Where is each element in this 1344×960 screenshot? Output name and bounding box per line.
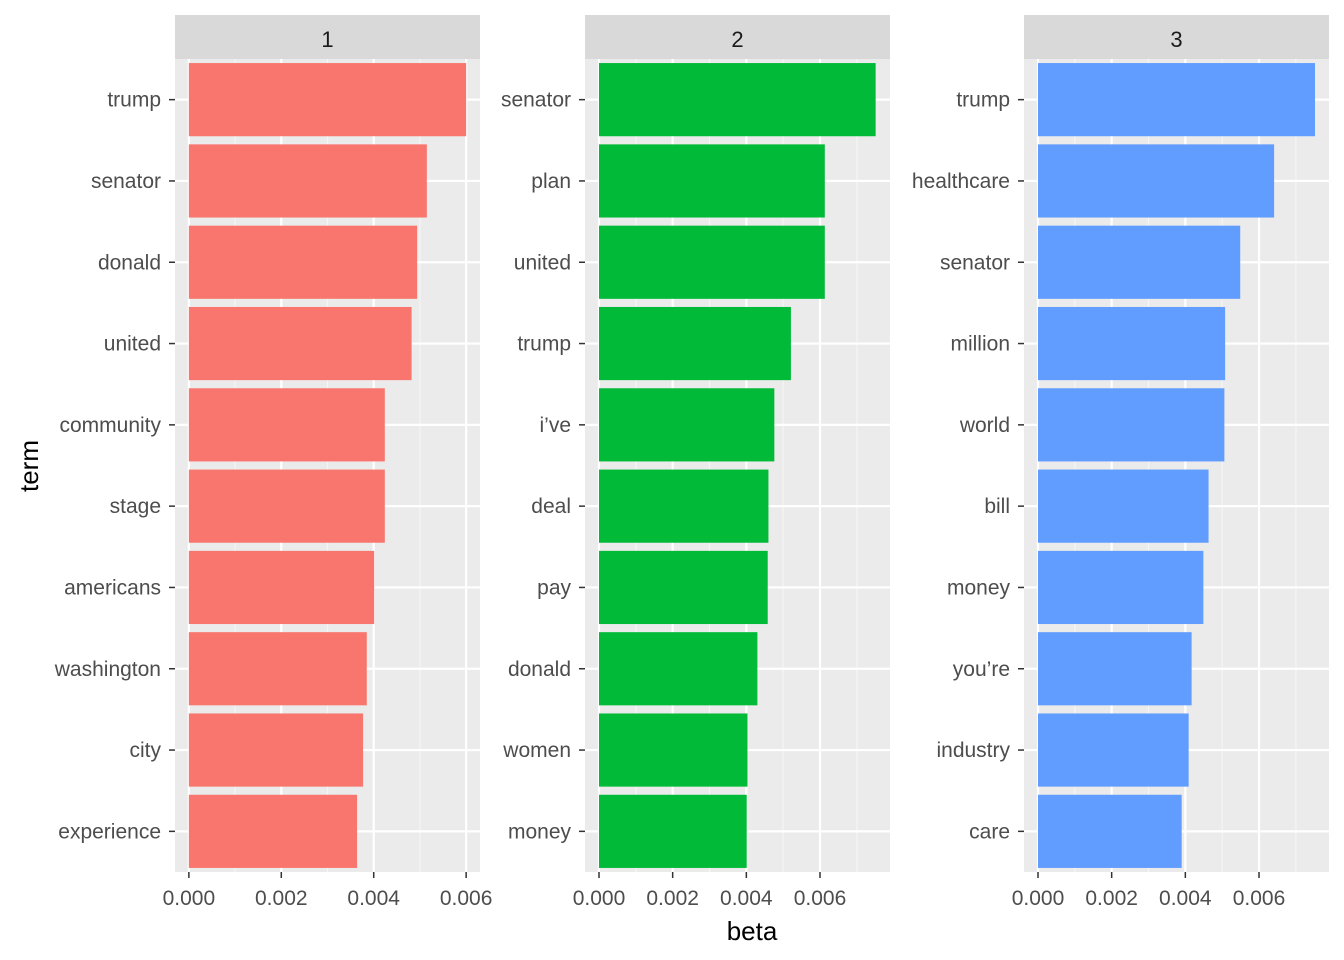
y-tick-label: i’ve — [539, 414, 571, 437]
bar-pay — [598, 550, 768, 625]
y-tick-label: trump — [107, 89, 161, 112]
y-tick-label: plan — [531, 170, 571, 193]
x-axis-title: beta — [727, 916, 778, 946]
x-tick-label: 0.000 — [573, 887, 626, 910]
facet-label: 2 — [731, 27, 743, 52]
bar-million — [1037, 306, 1226, 381]
facet-strip — [175, 15, 480, 59]
y-tick-label: donald — [508, 658, 571, 681]
x-tick-label: 0.004 — [1159, 887, 1212, 910]
bar-trump — [188, 63, 467, 137]
bar-deal — [598, 469, 769, 543]
bar-senator — [188, 144, 427, 218]
y-tick-label: senator — [940, 251, 1010, 274]
y-tick-label: you’re — [953, 658, 1010, 681]
bar-washington — [188, 632, 367, 706]
x-tick-label: 0.002 — [255, 887, 308, 910]
y-tick-label: stage — [110, 495, 161, 518]
x-tick-label: 0.002 — [1085, 887, 1138, 910]
x-tick-label: 0.006 — [794, 887, 847, 910]
y-tick-label: money — [947, 576, 1011, 599]
y-tick-label: experience — [58, 820, 161, 843]
bar-senator — [1037, 225, 1241, 299]
bar-community — [188, 388, 385, 462]
x-tick-label: 0.002 — [646, 887, 699, 910]
y-tick-label: senator — [501, 89, 571, 112]
facet-label: 1 — [321, 27, 333, 52]
y-tick-label: city — [130, 739, 162, 762]
x-tick-label: 0.000 — [1012, 887, 1065, 910]
y-tick-label: pay — [537, 576, 571, 599]
y-tick-label: industry — [936, 739, 1010, 762]
bar-world — [1037, 388, 1225, 462]
bar-stage — [188, 469, 385, 543]
bar-senator — [598, 63, 876, 137]
y-tick-label: community — [59, 414, 161, 437]
y-tick-label: care — [969, 820, 1010, 843]
y-tick-label: million — [950, 333, 1010, 356]
bar-donald — [188, 225, 418, 299]
bar-united — [188, 306, 412, 381]
bar-donald — [598, 632, 758, 706]
bar-women — [598, 713, 748, 787]
y-tick-label: money — [508, 820, 572, 843]
bar-americans — [188, 550, 375, 625]
facet-strip — [1024, 15, 1329, 59]
y-axis-title: term — [14, 440, 44, 492]
y-tick-label: trump — [517, 333, 571, 356]
y-tick-label: world — [959, 414, 1010, 437]
x-tick-label: 0.000 — [163, 887, 216, 910]
x-tick-label: 0.004 — [347, 887, 400, 910]
y-tick-label: deal — [531, 495, 571, 518]
bar-trump — [598, 306, 791, 381]
bar-city — [188, 713, 364, 787]
facet-strip — [585, 15, 890, 59]
y-tick-label: united — [514, 251, 571, 274]
bar-money — [1037, 550, 1204, 625]
x-tick-label: 0.006 — [440, 887, 493, 910]
y-tick-label: women — [502, 739, 571, 762]
facet-label: 3 — [1170, 27, 1182, 52]
y-tick-label: bill — [984, 495, 1010, 518]
bar-money — [598, 794, 747, 868]
bar-industry — [1037, 713, 1189, 787]
y-tick-label: trump — [956, 89, 1010, 112]
bar-experience — [188, 794, 358, 868]
bar-bill — [1037, 469, 1209, 543]
y-tick-label: healthcare — [912, 170, 1010, 193]
bar-healthcare — [1037, 144, 1275, 218]
bar-care — [1037, 794, 1182, 868]
y-tick-label: united — [104, 333, 161, 356]
y-tick-label: americans — [64, 576, 161, 599]
y-tick-label: donald — [98, 251, 161, 274]
bar-plan — [598, 144, 825, 218]
bar-united — [598, 225, 825, 299]
y-tick-label: washington — [54, 658, 161, 681]
x-tick-label: 0.004 — [720, 887, 773, 910]
bar-i’ve — [598, 388, 775, 462]
bar-you’re — [1037, 632, 1192, 706]
bar-trump — [1037, 63, 1316, 137]
x-tick-label: 0.006 — [1233, 887, 1286, 910]
y-tick-label: senator — [91, 170, 161, 193]
